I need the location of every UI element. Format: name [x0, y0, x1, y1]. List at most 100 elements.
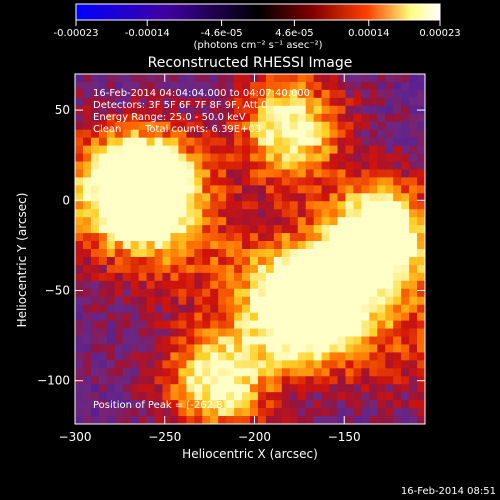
heatmap-cell: [265, 360, 275, 369]
heatmap-cell: [377, 113, 386, 123]
heatmap-cell: [202, 256, 211, 266]
heatmap-cell: [130, 81, 140, 91]
heatmap-cell: [122, 384, 132, 393]
heatmap-cell: [313, 312, 323, 322]
heatmap-cell: [178, 169, 187, 178]
heatmap-cell: [75, 249, 84, 258]
heatmap-cell: [265, 161, 275, 170]
heatmap-cell: [409, 400, 418, 409]
heatmap-cell: [377, 336, 386, 345]
heatmap-cell: [297, 113, 307, 123]
heatmap-cell: [186, 97, 195, 107]
heatmap-cell: [353, 153, 362, 162]
heatmap-cell: [401, 288, 410, 298]
heatmap-cell: [202, 280, 211, 290]
heatmap-cell: [242, 74, 251, 83]
heatmap-cell: [170, 169, 179, 178]
heatmap-cell: [202, 74, 211, 83]
heatmap-cell: [361, 201, 370, 210]
heatmap-cell: [178, 384, 187, 393]
heatmap-cell: [313, 161, 323, 170]
heatmap-cell: [226, 288, 235, 298]
heatmap-cell: [210, 113, 219, 123]
heatmap-cell: [273, 360, 283, 369]
heatmap-cell: [75, 288, 84, 298]
heatmap-cell: [377, 233, 386, 242]
heatmap-cell: [75, 264, 84, 274]
heatmap-cell: [313, 193, 323, 202]
heatmap-cell: [273, 320, 283, 330]
heatmap-cell: [122, 177, 132, 186]
heatmap-cell: [106, 249, 116, 258]
heatmap-cell: [226, 145, 235, 155]
heatmap-cell: [337, 368, 346, 377]
heatmap-cell: [162, 185, 171, 194]
footer-timestamp: 16-Feb-2014 08:51: [401, 486, 496, 497]
heatmap-cell: [146, 368, 156, 377]
heatmap-cell: [130, 320, 140, 330]
heatmap-cell: [257, 113, 267, 123]
heatmap-cell: [329, 344, 338, 353]
heatmap-cell: [417, 352, 425, 361]
heatmap-cell: [281, 74, 291, 83]
heatmap-cell: [289, 241, 299, 250]
heatmap-cell: [257, 320, 267, 330]
heatmap-cell: [273, 328, 283, 337]
heatmap-cell: [130, 249, 140, 258]
heatmap-cell: [122, 376, 132, 385]
heatmap-cell: [377, 416, 386, 424]
heatmap-cell: [90, 81, 100, 91]
heatmap-cell: [130, 400, 140, 409]
heatmap-cell: [154, 408, 163, 417]
heatmap-cell: [218, 89, 227, 99]
heatmap-cell: [273, 121, 283, 131]
heatmap-cell: [186, 81, 195, 91]
heatmap-cell: [90, 209, 100, 218]
heatmap-cell: [385, 272, 394, 282]
heatmap-cell: [305, 328, 315, 337]
heatmap-cell: [194, 368, 203, 377]
heatmap-cell: [210, 137, 219, 147]
heatmap-cell: [401, 97, 410, 107]
heatmap-cell: [154, 74, 163, 83]
heatmap-cell: [242, 304, 251, 314]
heatmap-cell: [106, 344, 116, 353]
heatmap-cell: [401, 121, 410, 131]
heatmap-cell: [146, 161, 156, 170]
heatmap-cell: [385, 177, 394, 186]
heatmap-cell: [210, 368, 219, 377]
heatmap-cell: [329, 408, 338, 417]
heatmap-cell: [154, 121, 163, 131]
heatmap-cell: [218, 121, 227, 131]
heatmap-cell: [138, 145, 148, 155]
heatmap-cell: [170, 233, 179, 242]
heatmap-cell: [345, 256, 354, 266]
heatmap-cell: [154, 336, 163, 345]
heatmap-cell: [273, 376, 283, 385]
heatmap-cell: [409, 241, 418, 250]
heatmap-cell: [337, 129, 346, 139]
heatmap-cell: [234, 312, 243, 322]
heatmap-cell: [114, 81, 124, 91]
heatmap-cell: [226, 368, 235, 377]
heatmap-cell: [194, 408, 203, 417]
heatmap-cell: [273, 193, 283, 202]
heatmap-cell: [289, 416, 299, 424]
heatmap-cell: [257, 328, 267, 337]
heatmap-cell: [218, 288, 227, 298]
heatmap-cell: [313, 392, 323, 401]
heatmap-cell: [385, 209, 394, 218]
heatmap-cell: [162, 384, 171, 393]
heatmap-cell: [305, 376, 315, 385]
heatmap-cell: [242, 225, 251, 234]
heatmap-cell: [265, 241, 275, 250]
heatmap-cell: [138, 97, 148, 107]
heatmap-cell: [186, 304, 195, 314]
heatmap-cell: [305, 320, 315, 330]
heatmap-cell: [393, 145, 402, 155]
heatmap-cell: [329, 233, 338, 242]
heatmap-cell: [106, 376, 116, 385]
heatmap-cell: [369, 169, 378, 178]
heatmap-cell: [98, 74, 108, 83]
heatmap-cell: [210, 129, 219, 139]
